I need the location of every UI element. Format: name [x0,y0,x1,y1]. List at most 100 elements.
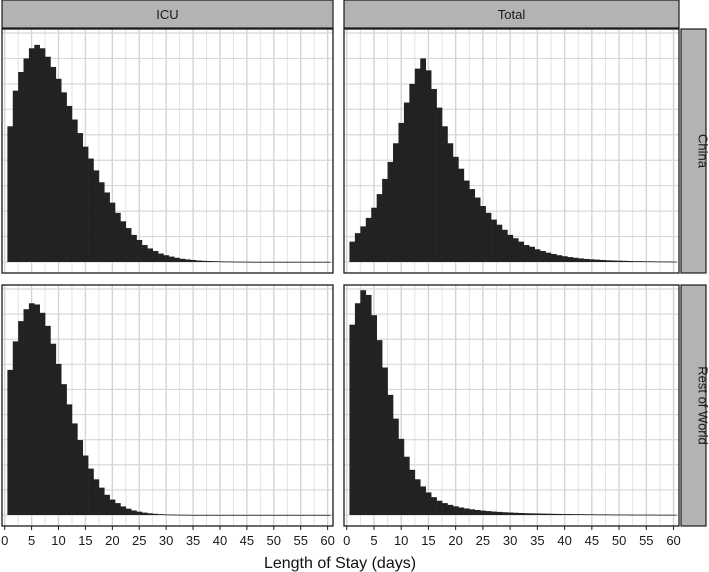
histogram-bar [654,261,661,263]
histogram-bar [12,341,19,515]
histogram-bar [222,514,229,516]
x-tick-label: 15 [78,533,92,548]
histogram-bar [254,261,261,263]
histogram-bar [436,107,443,262]
histogram-bar [567,514,574,515]
histogram-bar [616,260,623,262]
histogram-bar [115,212,121,262]
histogram-bar [474,197,481,262]
x-tick-label: 20 [105,533,119,548]
histogram-bar [168,514,175,516]
histogram-bar [23,309,30,515]
histogram-bar [518,512,525,515]
panel-border [1,28,334,274]
row-strip-label: China [696,134,709,169]
histogram-bar [131,234,137,262]
histogram-bar [308,261,315,263]
histogram-bar [649,514,655,516]
histogram-bar [34,44,40,263]
x-tick-label: 55 [639,533,653,548]
x-tick-label: 30 [159,533,173,548]
histogram-bar [550,254,557,262]
histogram-bar [632,514,639,516]
histogram-bar [319,514,326,516]
histogram-bar [125,508,132,515]
histogram-bar [540,513,546,515]
x-tick-label: 60 [320,533,334,548]
histogram-bar [265,514,272,516]
x-tick-label: 45 [240,533,254,548]
histogram-bar [120,221,127,262]
panel-total-rest-of-world [343,284,680,527]
histogram-bar [665,514,672,516]
histogram-bar [507,234,514,262]
histogram-bar [39,312,46,515]
histogram-bar [523,245,530,262]
x-tick-label: 35 [186,533,200,548]
histogram-bar [556,255,563,262]
x-tick-label: 35 [530,533,544,548]
histogram-bar [136,239,143,262]
histogram-bar [77,133,84,262]
histogram-bar [50,66,57,262]
histogram-bar [610,514,617,516]
histogram-bar [206,260,213,262]
histogram-bar [496,511,503,515]
histogram-bar [365,294,372,515]
histogram-bar [420,58,427,262]
histogram-bar [308,514,315,516]
histogram-bar [233,261,240,263]
histogram-bar [66,105,73,263]
histogram-bar [233,514,240,516]
histogram-bar [324,514,331,516]
histogram-bar [238,514,245,516]
histogram-bar [387,161,394,262]
histogram-bar [303,514,310,516]
histogram-bar [195,260,202,262]
histogram-bar [152,250,159,262]
x-tick-label: 40 [213,533,227,548]
histogram-bar [120,506,127,515]
histogram-bar [403,456,410,515]
histogram-bar [376,194,383,262]
histogram-bar [314,514,320,516]
histogram-bar [287,514,293,516]
histogram-bar [324,261,331,263]
histogram-bar [71,119,78,262]
histogram-bar [174,514,180,516]
histogram-bar [292,514,299,516]
x-tick-label: 10 [51,533,65,548]
column-strip-total [343,0,680,29]
histogram-bar [398,122,405,262]
histogram-bar [425,70,432,263]
histogram-bar [271,261,277,263]
histogram-bar [354,233,361,262]
histogram-bar [452,156,459,262]
histogram-bar [18,72,24,262]
histogram-bar [61,384,67,515]
histogram-bar [360,290,367,515]
histogram-bar [458,168,465,262]
histogram-bar [249,261,256,263]
histogram-bar [496,224,503,262]
column-strip-label: Total [498,7,526,22]
histogram-bar [28,48,35,263]
histogram-bar [34,304,40,515]
histogram-bar [382,367,388,515]
histogram-bar [265,261,272,263]
histogram-bar [463,508,470,515]
histogram-bar [583,514,590,516]
histogram-bar [578,258,584,262]
histogram-bar [393,143,399,262]
histogram-bar [260,261,267,263]
histogram-bar [349,324,356,515]
histogram-bar [409,83,416,262]
x-tick-label: 55 [293,533,307,548]
histogram-bar [561,256,568,262]
histogram-bar [244,261,250,263]
histogram-bar [184,259,191,262]
histogram-bar [632,261,639,262]
histogram-bar [572,257,579,262]
histogram-bar [174,257,180,262]
histogram-bar [600,514,606,516]
